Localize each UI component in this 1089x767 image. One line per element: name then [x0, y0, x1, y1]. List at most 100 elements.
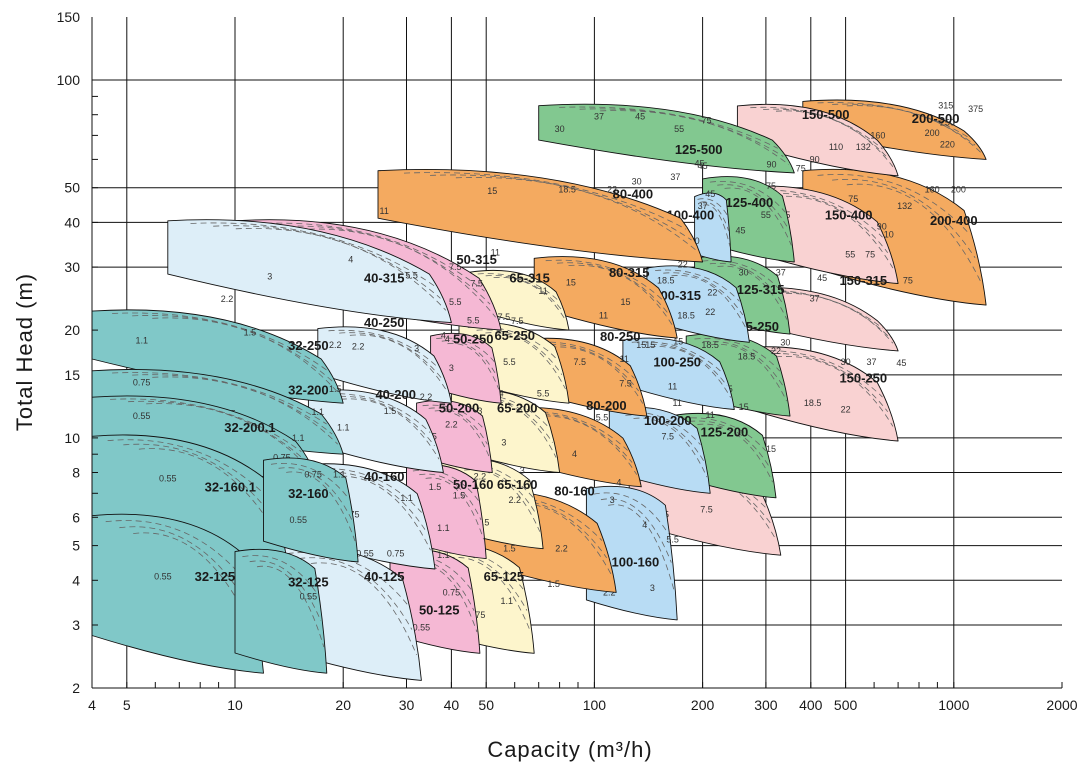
power-label: 132 — [897, 201, 912, 211]
power-curve — [568, 264, 673, 326]
y-tick-label: 8 — [72, 465, 80, 481]
power-label: 0.75 — [387, 549, 405, 559]
y-tick-label: 150 — [57, 9, 81, 25]
power-label: 18.5 — [558, 184, 576, 194]
power-label: 11 — [380, 206, 389, 216]
power-label: 15 — [766, 444, 776, 454]
zone-area — [377, 169, 704, 263]
zone-32-250: 1.1 1.5 2.232-250 — [91, 309, 344, 404]
power-label: 132 — [856, 142, 871, 152]
power-label: 15 — [566, 277, 576, 287]
zone-label: 32-160 — [288, 486, 328, 501]
zone-32-160: 0.75 1.1 0.55 32-160 — [263, 457, 359, 563]
power-curve — [617, 411, 701, 445]
zone-label: 80-315 — [609, 265, 649, 280]
power-label: 1.5 — [547, 579, 560, 589]
power-label: 37 — [866, 357, 876, 367]
power-label: 45 — [735, 225, 745, 235]
power-curve — [434, 410, 491, 459]
power-curve — [641, 462, 767, 509]
x-tick-label: 100 — [583, 697, 607, 713]
zone-label: 32-250 — [288, 338, 328, 353]
zone-label: 150-500 — [802, 107, 850, 122]
zone-label: 150-315 — [839, 273, 887, 288]
power-label: 4 — [348, 255, 353, 265]
power-curve — [310, 562, 417, 656]
zone-label: 80-200 — [586, 398, 626, 413]
power-label: 22 — [841, 405, 851, 415]
power-label: 18.5 — [701, 340, 719, 350]
y-tick-label: 3 — [72, 617, 80, 633]
power-curve — [112, 312, 327, 371]
power-curve — [270, 463, 350, 500]
power-label: 15 — [739, 402, 749, 412]
zone-label: 32-200.1 — [224, 420, 275, 435]
power-label: 1.5 — [503, 544, 516, 554]
power-curve — [298, 228, 496, 318]
power-label: 0.55 — [154, 571, 172, 581]
power-curve — [694, 337, 781, 372]
zone-label: 100-315 — [653, 288, 701, 303]
power-label: 7.5 — [449, 262, 462, 272]
y-axis-label: Total Head (m) — [12, 273, 37, 431]
power-curve — [340, 398, 440, 460]
power-curve — [403, 172, 687, 230]
power-label: 15 — [636, 340, 646, 350]
power-label: 3 — [477, 406, 482, 416]
power-curve — [680, 417, 767, 452]
power-curve — [608, 504, 675, 592]
power-label: 0.55 — [413, 623, 431, 633]
zone-label: 50-315 — [456, 252, 496, 267]
power-label: 75 — [903, 276, 913, 286]
power-label: 1.1 — [437, 550, 450, 560]
power-curve — [750, 350, 883, 398]
power-curve — [711, 343, 787, 402]
power-label: 2.2 — [508, 495, 521, 505]
power-curve — [697, 423, 773, 483]
power-label: 30 — [841, 357, 851, 367]
power-label: 0.75 — [133, 377, 151, 387]
power-label: 18.5 — [804, 398, 822, 408]
zone-label: 65-315 — [509, 270, 549, 285]
zone-label: 65-250 — [494, 328, 534, 343]
power-label: 30 — [632, 177, 642, 187]
power-curve — [697, 198, 728, 216]
power-curve — [640, 343, 728, 386]
power-curve — [709, 262, 785, 306]
power-label: 90 — [810, 154, 820, 164]
power-label: 0.75 — [304, 470, 322, 480]
power-curve — [832, 178, 976, 259]
x-tick-label: 1000 — [938, 697, 969, 713]
power-curve — [455, 177, 698, 252]
power-curve — [339, 332, 444, 380]
power-label: 15 — [620, 297, 630, 307]
x-tick-label: 200 — [691, 697, 715, 713]
power-label: 5.5 — [596, 413, 609, 423]
power-label: 45 — [698, 161, 708, 171]
power-curve — [817, 174, 970, 235]
power-curve — [152, 376, 338, 445]
power-label: 45 — [694, 158, 704, 168]
zone-label: 32-125.1 — [195, 569, 246, 584]
power-curve — [625, 414, 705, 462]
power-curve — [763, 291, 888, 336]
zone-label: 125-200 — [701, 424, 749, 439]
power-label: 0.55 — [290, 515, 308, 525]
power-label: 7.5 — [470, 279, 483, 289]
power-curve — [428, 407, 488, 445]
power-label: 1.5 — [384, 406, 397, 416]
power-curve — [534, 415, 638, 475]
power-label: 1.1 — [312, 407, 325, 417]
zone-label: 40-200 — [375, 387, 415, 402]
x-tick-label: 400 — [799, 697, 823, 713]
power-curve — [557, 262, 669, 314]
power-label: 37 — [594, 112, 604, 122]
zone-50-250: 5.5 4 3 50-250 — [430, 315, 502, 404]
power-label: 315 — [938, 100, 953, 110]
zone-label: 65-160 — [497, 477, 537, 492]
power-curve — [105, 520, 248, 583]
y-tick-label: 40 — [64, 214, 80, 230]
power-curve — [702, 341, 784, 387]
power-label: 0.55 — [159, 474, 177, 484]
zone-label: 150-250 — [839, 371, 887, 386]
